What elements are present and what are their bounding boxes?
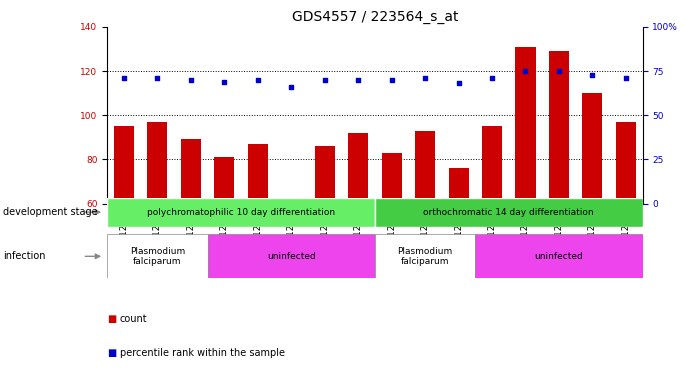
Bar bbox=[375, 198, 643, 227]
Point bbox=[352, 77, 363, 83]
Bar bbox=[475, 234, 643, 278]
Bar bbox=[375, 234, 475, 278]
Text: ■: ■ bbox=[107, 348, 116, 358]
Point bbox=[553, 68, 565, 74]
Bar bbox=[314, 146, 334, 204]
Bar bbox=[415, 131, 435, 204]
Text: Plasmodium
falciparum: Plasmodium falciparum bbox=[397, 247, 453, 266]
Bar bbox=[381, 153, 401, 204]
Text: uninfected: uninfected bbox=[267, 252, 316, 261]
Bar bbox=[515, 47, 536, 204]
Point bbox=[386, 77, 397, 83]
Text: polychromatophilic 10 day differentiation: polychromatophilic 10 day differentiatio… bbox=[147, 208, 335, 217]
Point bbox=[252, 77, 263, 83]
Point bbox=[152, 75, 163, 81]
Text: count: count bbox=[120, 314, 147, 324]
Point bbox=[118, 75, 129, 81]
Point bbox=[587, 71, 598, 78]
Bar bbox=[214, 157, 234, 204]
Bar bbox=[583, 93, 603, 204]
Bar bbox=[207, 234, 375, 278]
Point bbox=[419, 75, 430, 81]
Bar bbox=[147, 122, 167, 204]
Point bbox=[621, 75, 632, 81]
Text: ■: ■ bbox=[107, 314, 116, 324]
Bar bbox=[181, 139, 201, 204]
Point bbox=[319, 77, 330, 83]
Text: Plasmodium
falciparum: Plasmodium falciparum bbox=[130, 247, 185, 266]
Text: percentile rank within the sample: percentile rank within the sample bbox=[120, 348, 285, 358]
Text: development stage: development stage bbox=[3, 207, 98, 217]
Text: infection: infection bbox=[3, 251, 46, 262]
Bar bbox=[107, 198, 375, 227]
Point bbox=[486, 75, 498, 81]
Bar bbox=[348, 133, 368, 204]
Bar bbox=[247, 144, 267, 204]
Text: uninfected: uninfected bbox=[535, 252, 583, 261]
Point bbox=[285, 84, 296, 90]
Text: orthochromatic 14 day differentiation: orthochromatic 14 day differentiation bbox=[424, 208, 594, 217]
Bar bbox=[482, 126, 502, 204]
Title: GDS4557 / 223564_s_at: GDS4557 / 223564_s_at bbox=[292, 10, 458, 25]
Point bbox=[453, 80, 464, 86]
Bar bbox=[616, 122, 636, 204]
Point bbox=[520, 68, 531, 74]
Bar bbox=[281, 199, 301, 204]
Point bbox=[219, 79, 230, 85]
Bar bbox=[549, 51, 569, 204]
Bar bbox=[114, 126, 134, 204]
Bar bbox=[448, 168, 468, 204]
Bar bbox=[107, 234, 207, 278]
Point bbox=[185, 77, 196, 83]
